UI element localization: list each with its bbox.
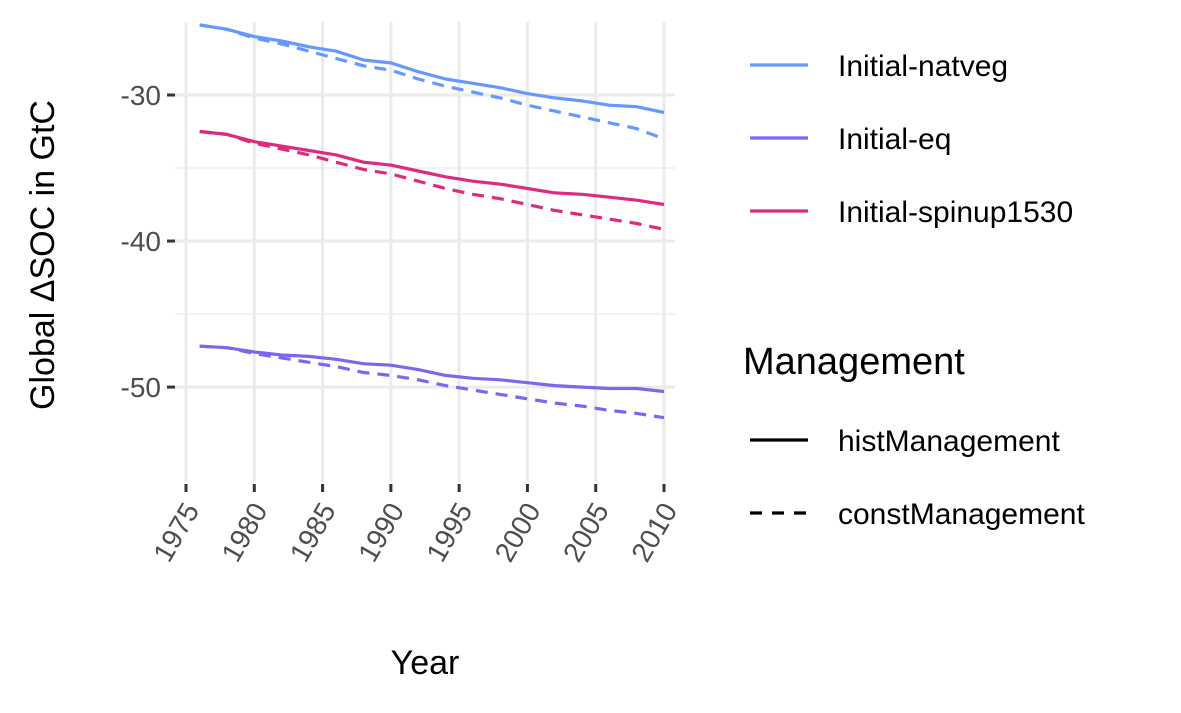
grid-lines — [175, 22, 675, 482]
y-tick-label-1: -40 — [121, 226, 161, 257]
legend: Initial-natveg Initial-eq Initial-spinup15… — [743, 50, 1085, 531]
x-tick-label-6: 2005 — [557, 498, 615, 567]
legend-label-0: Initial-natveg — [838, 50, 1008, 83]
series-line-initial-eq-const — [199, 344, 665, 420]
x-tick-label-0: 1975 — [147, 498, 205, 567]
y-tick-label-0: -30 — [121, 80, 161, 111]
y-axis-title: Global ΔSOC in GtC — [24, 100, 62, 410]
axes: -30 -40 -50 1975 1980 1985 1990 1995 2000 2005 201… — [121, 80, 684, 567]
series-line-initial-spinup1530-hist — [199, 129, 665, 207]
x-tick-label-3: 1990 — [352, 498, 410, 567]
x-tick-label-7: 2010 — [625, 498, 683, 567]
x-axis-title: Year — [391, 644, 460, 682]
series-lines — [199, 23, 665, 420]
x-tick-label-5: 2000 — [489, 498, 547, 567]
legend-linetype-label-0: histManagement — [838, 425, 1060, 458]
series-line-initial-eq-hist — [199, 344, 665, 394]
y-tick-label-2: -50 — [121, 372, 161, 403]
x-tick-label-2: 1985 — [284, 498, 342, 567]
legend-title-management: Management — [743, 341, 965, 383]
legend-label-2: Initial-spinup1530 — [838, 196, 1073, 229]
series-line-initial-natveg-hist — [199, 23, 665, 115]
legend-label-1: Initial-eq — [838, 123, 951, 156]
x-tick-label-4: 1995 — [420, 498, 478, 567]
x-tick-label-1: 1980 — [215, 498, 273, 567]
legend-linetype-label-1: constManagement — [838, 498, 1085, 531]
